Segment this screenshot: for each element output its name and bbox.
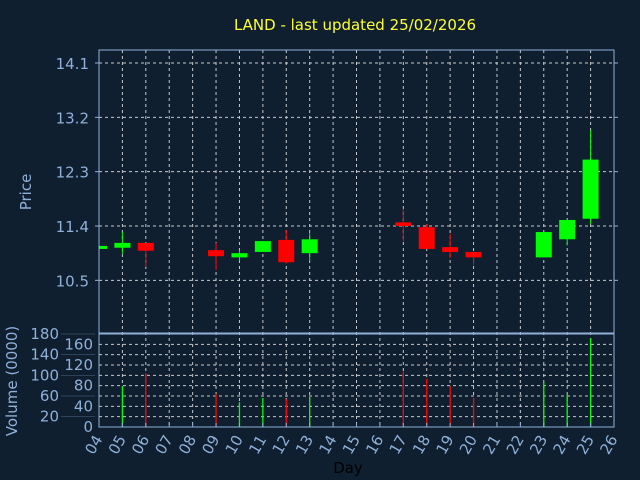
candle-body (559, 219, 576, 240)
volume-tick-label: 140 (30, 346, 59, 364)
volume-tick-label: 60 (40, 387, 59, 405)
candle-body (99, 245, 107, 249)
candle-body (114, 242, 131, 248)
candle-body (301, 239, 318, 254)
chart-title: LAND - last updated 25/02/2026 (234, 16, 476, 34)
x-tick-label: 24 (550, 432, 575, 458)
candle-body (442, 247, 459, 252)
x-tick-label: 13 (292, 432, 317, 458)
x-tick-label: 26 (596, 432, 621, 458)
volume-tick-label: 120 (64, 356, 93, 374)
volume-tick-label: 160 (64, 335, 93, 353)
price-tick-label: 14.1 (56, 55, 89, 73)
x-tick-label: 17 (386, 432, 411, 458)
candle-body (535, 232, 552, 258)
x-tick-label: 16 (362, 432, 387, 458)
price-tick-label: 11.4 (56, 218, 89, 236)
candle-body (208, 250, 225, 257)
x-tick-label: 06 (128, 432, 153, 458)
candle-body (137, 242, 154, 251)
x-tick-label: 08 (175, 432, 200, 458)
x-tick-label: 07 (152, 432, 177, 458)
x-tick-label: 10 (222, 432, 247, 458)
x-tick-label: 25 (573, 432, 598, 458)
x-tick-label: 14 (315, 432, 340, 458)
price-tick-label: 12.3 (56, 164, 89, 182)
x-tick-label: 05 (105, 432, 130, 458)
candle-body (395, 222, 412, 226)
price-panel-frame (98, 49, 615, 334)
x-tick-label: 12 (269, 432, 294, 458)
volume-tick-label: 180 (30, 325, 59, 343)
x-axis-label: Day (333, 459, 363, 477)
volume-tick-label: 20 (40, 408, 59, 426)
volume-tick-label: 0 (83, 418, 93, 436)
candles-group (99, 130, 599, 271)
volume-tick-label: 80 (74, 377, 93, 395)
x-tick-label: 11 (245, 432, 270, 458)
x-tick-label: 19 (432, 432, 457, 458)
candle-body (231, 253, 248, 258)
candle-body (582, 159, 599, 219)
candle-body (278, 239, 295, 263)
x-tick-label: 09 (198, 432, 223, 458)
candle-body (254, 241, 271, 252)
price-axis-label: Price (17, 174, 35, 211)
volume-tick-label: 40 (74, 397, 93, 415)
volume-axis-label: Volume (0000) (3, 326, 21, 436)
volume-tick-label: 100 (30, 366, 59, 384)
x-tick-label: 23 (526, 432, 551, 458)
volume-panel-frame (98, 333, 615, 428)
candle-body (418, 227, 435, 249)
x-tick-label: 21 (479, 432, 504, 458)
x-tick-label: 18 (409, 432, 434, 458)
x-tick-label: 20 (456, 432, 481, 458)
x-tick-label: 22 (503, 432, 528, 458)
price-tick-label: 10.5 (56, 272, 89, 290)
candle-body (465, 251, 482, 258)
price-tick-label: 13.2 (56, 109, 89, 127)
x-tick-label: 15 (339, 432, 364, 458)
